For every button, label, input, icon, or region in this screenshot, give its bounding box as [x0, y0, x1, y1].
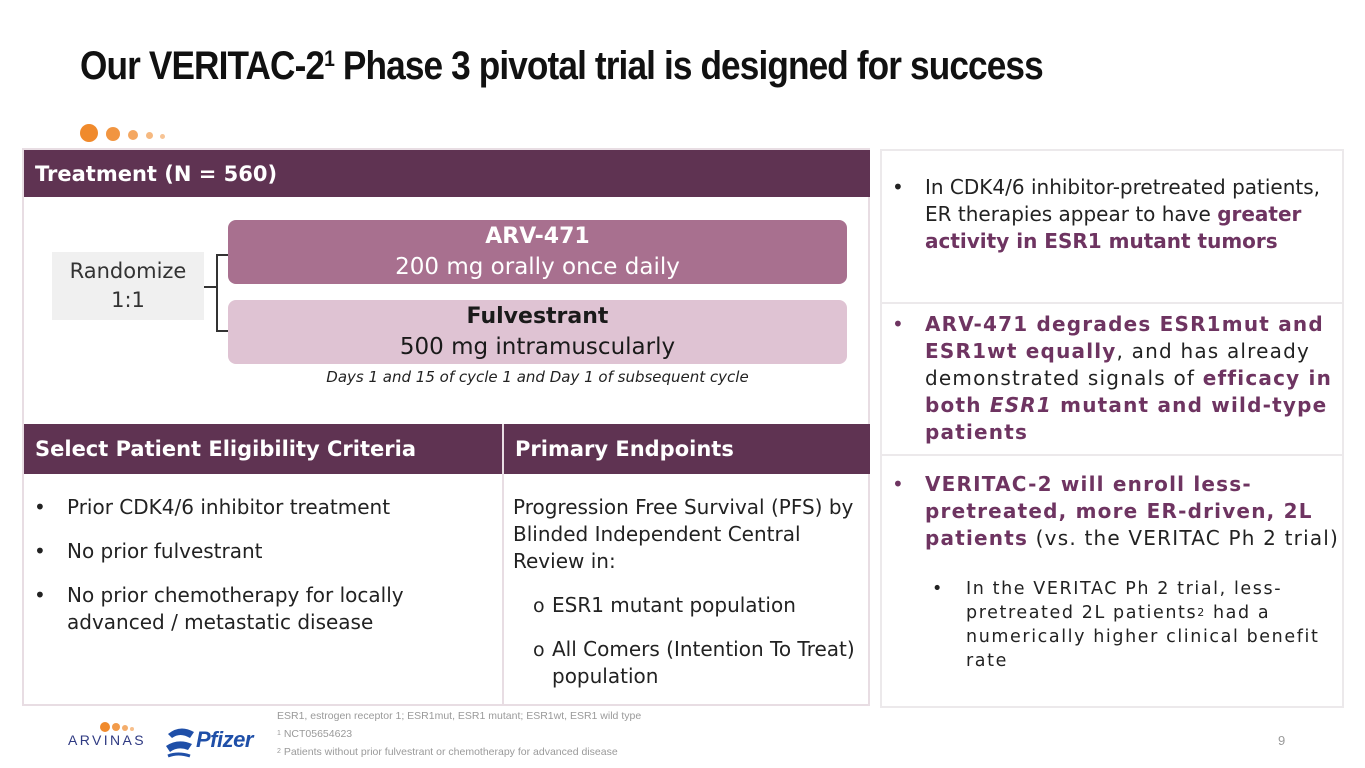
list-item: No prior chemotherapy for locally advanc…	[34, 582, 474, 636]
list-item: All Comers (Intention To Treat) populati…	[513, 636, 869, 690]
eligibility-header: Select Patient Eligibility Criteria	[24, 424, 502, 474]
key-point-1: • In CDK4/6 inhibitor-pretreated patient…	[892, 175, 1321, 253]
list-item: No prior fulvestrant	[34, 538, 474, 565]
bracket-line	[216, 254, 228, 256]
randomize-box: Randomize 1:1	[52, 252, 204, 320]
endpoints-header: Primary Endpoints	[504, 424, 870, 474]
bracket-line	[216, 330, 228, 332]
list-item: Prior CDK4/6 inhibitor treatment	[34, 494, 474, 521]
endpoints-list: ESR1 mutant population All Comers (Inten…	[513, 592, 869, 690]
trial-design-table: Treatment (N = 560) Randomize 1:1 ARV-47…	[22, 148, 870, 706]
footnotes: ESR1, estrogen receptor 1; ESR1mut, ESR1…	[277, 710, 642, 758]
key-point-2: • ARV-471 degrades ESR1mut and ESR1wt eq…	[892, 312, 1333, 444]
arvinas-logo: ARVINAS	[68, 720, 154, 750]
treatment-header: Treatment (N = 560)	[24, 150, 870, 197]
arvinas-dots-icon	[100, 722, 134, 732]
key-point-3-sub: • In the VERITAC Ph 2 trial, less-pretre…	[932, 579, 1320, 671]
arm-arv471: ARV-471 200 mg orally once daily	[228, 220, 847, 284]
page-number: 9	[1278, 733, 1286, 748]
panel-divider	[882, 302, 1342, 304]
endpoints-content: Progression Free Survival (PFS) by Blind…	[513, 494, 869, 707]
bracket-line	[204, 286, 216, 288]
pfizer-logo: Pfizer	[162, 722, 254, 762]
pfizer-helix-icon	[166, 728, 194, 758]
panel-divider	[882, 454, 1342, 456]
column-divider	[502, 424, 504, 706]
key-point-3: • VERITAC-2 will enroll less-pretreated,…	[892, 472, 1340, 550]
dosing-schedule: Days 1 and 15 of cycle 1 and Day 1 of su…	[326, 368, 749, 386]
bracket-line	[216, 254, 218, 332]
arm-fulvestrant: Fulvestrant 500 mg intramuscularly	[228, 300, 847, 364]
endpoints-intro: Progression Free Survival (PFS) by Blind…	[513, 495, 854, 573]
slide-title: Our VERITAC-21 Phase 3 pivotal trial is …	[80, 44, 1044, 88]
key-points-panel: • In CDK4/6 inhibitor-pretreated patient…	[880, 149, 1344, 708]
list-item: ESR1 mutant population	[513, 592, 869, 620]
eligibility-list: Prior CDK4/6 inhibitor treatment No prio…	[34, 494, 474, 653]
